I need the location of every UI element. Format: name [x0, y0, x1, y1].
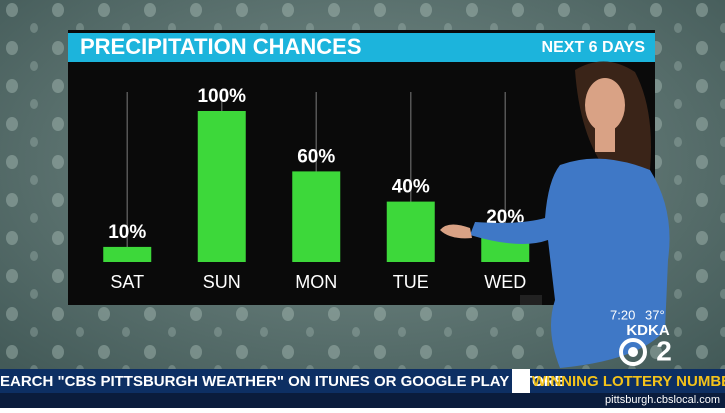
bar	[103, 246, 152, 262]
value-label: 60%	[297, 146, 335, 167]
url: pittsburgh.cbslocal.com	[605, 394, 720, 406]
x-tick-label: SAT	[110, 272, 144, 292]
bar	[292, 171, 341, 262]
ticker-headline: WINNING LOTTERY NUMBERS	[532, 373, 725, 390]
station-name: KDKA	[626, 322, 669, 339]
ticker-text: EARCH "CBS PITTSBURGH WEATHER" ON ITUNES…	[0, 373, 565, 390]
title-bar	[68, 33, 655, 62]
time: 7:20	[610, 307, 635, 322]
chart-title: PRECIPITATION CHANCES	[80, 34, 362, 59]
temperature: 37°	[645, 307, 665, 322]
ticker-bar	[0, 369, 725, 393]
bar	[386, 201, 435, 262]
x-tick-label: TUE	[393, 272, 429, 292]
value-label: 40%	[392, 177, 430, 198]
value-label: 100%	[197, 86, 246, 107]
cbs-eye	[619, 338, 647, 366]
ticker-logo	[512, 369, 530, 393]
x-tick-label: WED	[484, 272, 526, 292]
channel-number: 2	[656, 335, 672, 366]
cbs-pupil	[628, 347, 638, 357]
x-tick-label: MON	[295, 272, 337, 292]
chart-subtitle: NEXT 6 DAYS	[542, 39, 646, 56]
footer-bar	[0, 393, 725, 408]
value-label: 10%	[108, 222, 146, 243]
presenter	[440, 61, 670, 368]
x-tick-label: SUN	[203, 272, 241, 292]
bar	[197, 111, 246, 262]
